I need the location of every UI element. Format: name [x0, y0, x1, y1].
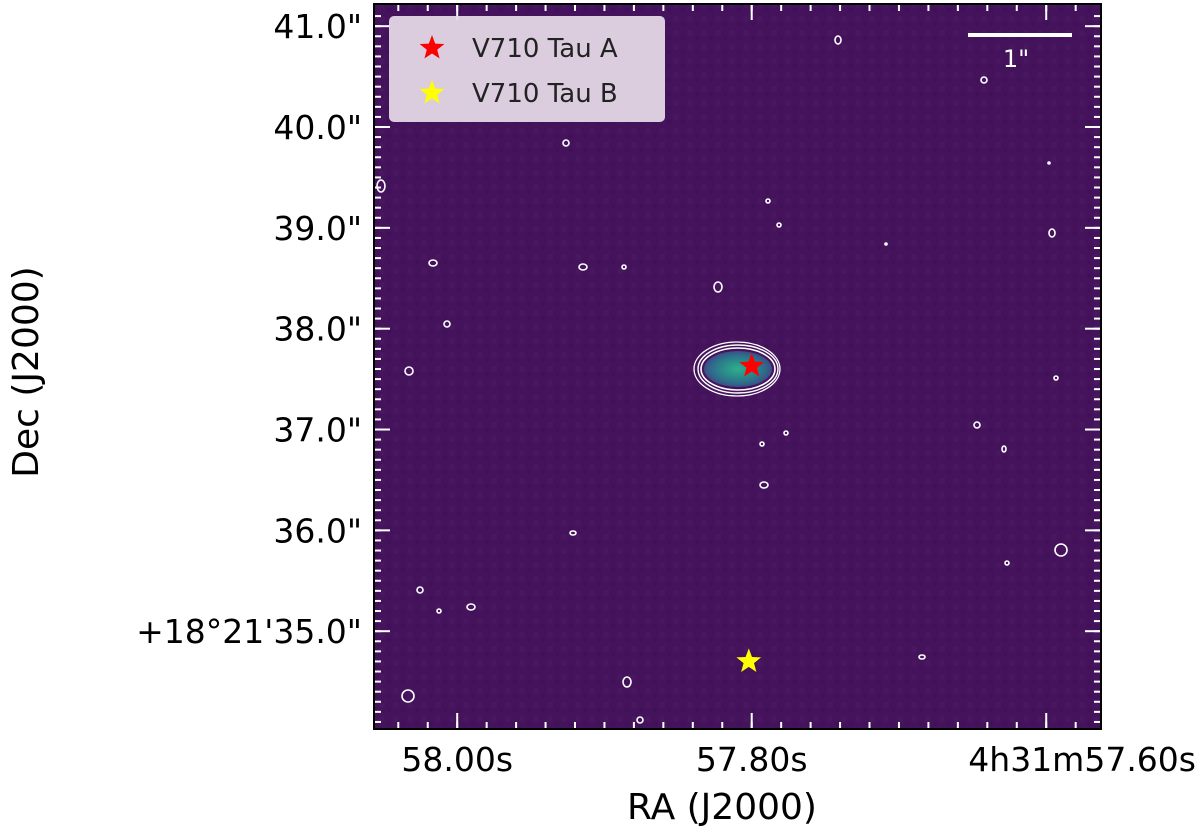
noise-contour	[622, 676, 632, 688]
x-tick-label-2: 57.80s	[696, 740, 808, 779]
noise-contour	[834, 35, 842, 45]
noise-contour	[443, 320, 451, 328]
legend: V710 Tau A V710 Tau B	[389, 16, 665, 122]
noise-contour	[404, 366, 414, 376]
noise-contour	[1001, 445, 1007, 453]
axis-ticks	[374, 4, 1101, 729]
noise-contour	[1004, 560, 1010, 566]
noise-contour	[428, 259, 438, 267]
scale-bar-label: 1"	[1003, 45, 1029, 73]
y-tick-labels: +18°21'35.0" 36.0" 37.0" 38.0" 39.0" 40.0" 41.…	[136, 7, 362, 651]
noise-contours	[376, 35, 1068, 724]
noise-contour	[562, 139, 570, 147]
star-marker-1	[739, 353, 765, 377]
noise-contour	[376, 179, 386, 193]
noise-contour	[1048, 228, 1056, 238]
legend-label-2: V710 Tau B	[472, 79, 618, 109]
noise-contour	[759, 441, 765, 447]
x-tick-label-1: 58.00s	[401, 740, 513, 779]
noise-contour	[416, 586, 424, 594]
source-emission	[693, 341, 781, 397]
noise-contour	[621, 264, 627, 270]
y-tick-label-5: 39.0"	[273, 209, 362, 248]
noise-contour	[1053, 375, 1059, 381]
source-contour-2	[697, 344, 779, 394]
noise-contour	[578, 263, 588, 271]
scale-bar: 1"	[968, 33, 1072, 73]
legend-box	[389, 16, 665, 122]
star-marker-2	[736, 648, 762, 672]
source-contour-3	[693, 341, 781, 397]
star-markers	[736, 353, 765, 672]
y-tick-label-3: 37.0"	[273, 411, 362, 450]
noise-contour	[776, 222, 782, 228]
x-axis-title: RA (J2000)	[627, 787, 817, 828]
noise-contour	[765, 198, 771, 204]
noise-contour	[466, 603, 476, 611]
legend-marker-1	[419, 35, 445, 59]
source-core	[704, 351, 772, 387]
y-tick-label-4: 38.0"	[273, 310, 362, 349]
noise-contour	[436, 608, 442, 614]
x-tick-label-3: 4h31m57.60s	[968, 740, 1196, 779]
noise-contour	[401, 689, 415, 703]
y-tick-label-6: 40.0"	[273, 108, 362, 147]
noise-contour	[759, 481, 769, 489]
x-tick-labels: 58.00s 57.80s 4h31m57.60s	[401, 740, 1196, 779]
noise-contour	[1047, 161, 1051, 165]
y-tick-label-2: 36.0"	[273, 511, 362, 550]
y-tick-label-7: 41.0"	[273, 7, 362, 46]
noise-contour	[918, 654, 926, 660]
source-contour-1	[700, 347, 776, 391]
plot-frame	[373, 3, 1102, 730]
noise-contour	[1054, 543, 1068, 557]
legend-label-1: V710 Tau A	[472, 34, 618, 64]
noise-contour	[713, 281, 723, 293]
noise-contour	[884, 242, 888, 246]
noise-contour	[783, 430, 789, 436]
y-axis-title: Dec (J2000)	[6, 266, 47, 477]
noise-contour	[973, 421, 981, 429]
noise-contour	[636, 716, 644, 724]
noise-contour	[980, 76, 988, 84]
y-tick-label-1: +18°21'35.0"	[136, 612, 362, 651]
legend-marker-2	[419, 80, 445, 104]
noise-contour	[569, 530, 577, 536]
